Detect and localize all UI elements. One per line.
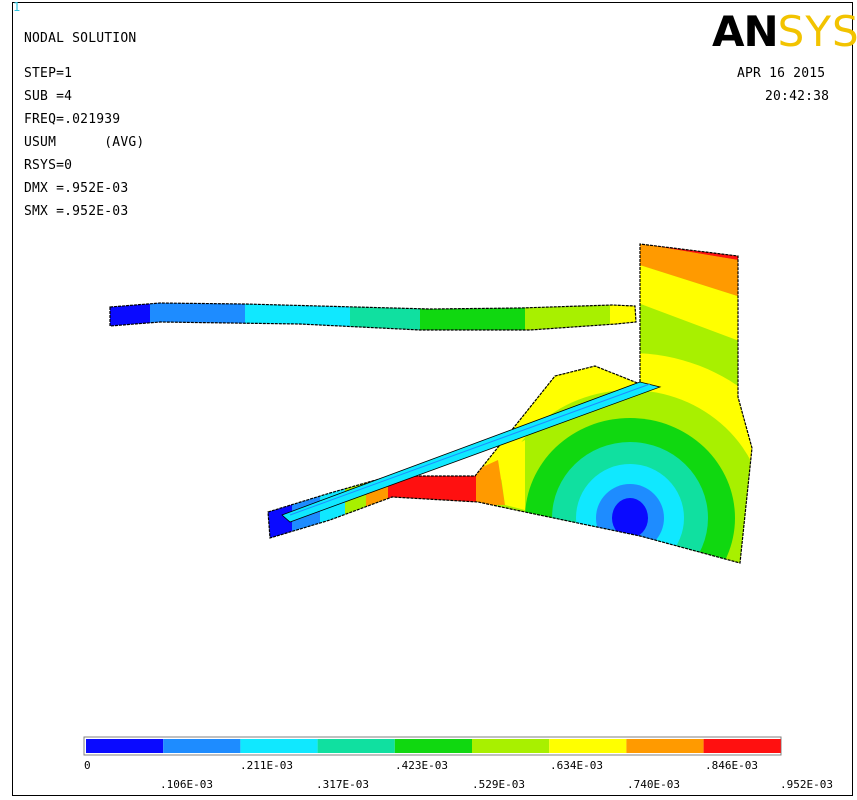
result-item-text: USUM (AVG)	[24, 135, 145, 150]
legend-color-block	[86, 739, 164, 753]
legend-color-block	[240, 739, 318, 753]
dmx-text: DMX =.952E-03	[24, 181, 129, 196]
plot-title: NODAL SOLUTION	[24, 31, 137, 46]
frequency-text: FREQ=.021939	[24, 112, 121, 127]
window-number: 1	[13, 0, 21, 14]
step-text: STEP=1	[24, 66, 73, 81]
legend-color-block	[626, 739, 704, 753]
smx-text: SMX =.952E-03	[24, 204, 129, 219]
legend-label-4: .423E-03	[395, 759, 448, 772]
substep-text: SUB =4	[24, 89, 73, 104]
date-text: APR 16 2015	[737, 66, 826, 81]
upper-arm-outline	[109, 302, 637, 331]
coordinate-system-text: RSYS=0	[24, 158, 73, 173]
legend-color-block	[394, 739, 472, 753]
legend-label-7: .740E-03	[627, 778, 680, 791]
legend-color-block	[703, 739, 781, 753]
legend-label-2: .211E-03	[240, 759, 293, 772]
ansys-logo: ANSYS	[712, 8, 857, 56]
legend-label-9: .952E-03	[780, 778, 833, 791]
ansys-logo-an: AN	[712, 7, 779, 56]
diagonal-strut-line	[289, 383, 651, 516]
legend-color-block	[163, 739, 241, 753]
legend-label-8: .846E-03	[705, 759, 758, 772]
main-body-outline	[267, 243, 753, 564]
legend-color-block	[472, 739, 550, 753]
ansys-logo-sys: SYS	[777, 7, 857, 56]
legend-label-3: .317E-03	[316, 778, 369, 791]
diagonal-strut	[281, 381, 662, 523]
legend-label-6: .634E-03	[550, 759, 603, 772]
legend-color-block	[317, 739, 395, 753]
legend-label-0: 0	[84, 759, 91, 772]
legend-color-block	[549, 739, 627, 753]
legend-color-blocks	[86, 739, 781, 753]
legend-label-1: .106E-03	[160, 778, 213, 791]
time-text: 20:42:38	[765, 89, 830, 104]
legend-label-5: .529E-03	[472, 778, 525, 791]
